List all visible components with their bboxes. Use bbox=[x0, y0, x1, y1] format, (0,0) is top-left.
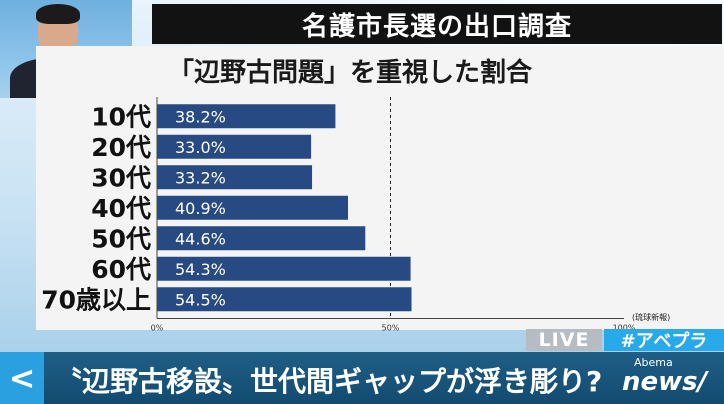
chevron-left-icon[interactable]: < bbox=[0, 352, 44, 404]
chart-subtitle: 「辺野古問題」を重視した割合 bbox=[168, 58, 533, 88]
hashtag-badge: #アベプラ bbox=[604, 329, 724, 352]
abema-news-logo: Abema news/ bbox=[622, 356, 722, 402]
live-badge: LIVE bbox=[526, 329, 602, 351]
news-ticker bbox=[0, 352, 724, 404]
presenter-hair bbox=[36, 4, 80, 24]
logo-news-text: news/ bbox=[622, 367, 708, 397]
chart-title: 名護市長選の出口調査 bbox=[301, 11, 572, 42]
ticker-headline: 〝辺野古移設〟世代間ギャップが浮き彫り? bbox=[54, 365, 603, 398]
chart-title-bar: 名護市長選の出口調査 bbox=[152, 4, 722, 44]
logo-abema-text: Abema bbox=[634, 356, 673, 369]
data-source: (琉球新報) bbox=[632, 313, 671, 322]
chart-panel bbox=[36, 46, 724, 330]
